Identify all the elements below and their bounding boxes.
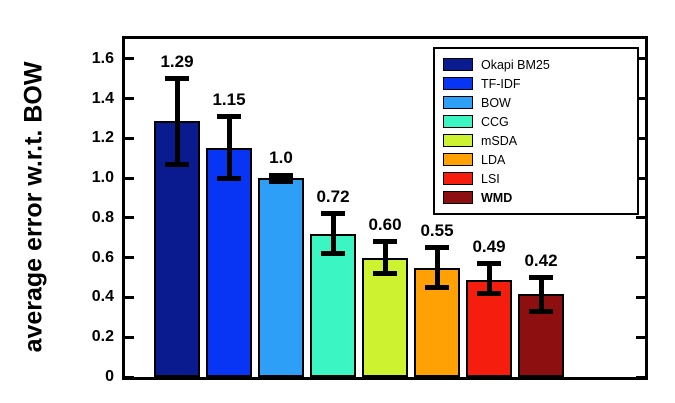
y-tick-mark-right <box>636 176 645 180</box>
error-bar <box>434 247 440 288</box>
error-bar <box>278 175 284 182</box>
legend-label: LSI <box>481 171 500 186</box>
y-tick-label: 0.8 <box>91 208 114 226</box>
bar <box>309 233 357 377</box>
y-tick-mark-right <box>636 216 645 220</box>
legend-item: mSDA <box>443 131 629 150</box>
error-bar <box>226 116 232 179</box>
bar <box>257 178 305 377</box>
y-tick-mark <box>125 176 134 180</box>
legend-label: LDA <box>481 152 506 167</box>
bar-value-label: 1.29 <box>160 51 194 71</box>
error-bar <box>174 78 180 165</box>
y-tick-mark <box>125 295 134 299</box>
y-tick-label: 1.2 <box>91 129 114 147</box>
legend-item: WMD <box>443 188 629 207</box>
y-tick-mark <box>125 335 134 339</box>
error-bar <box>538 277 544 312</box>
error-bar-cap-top <box>321 211 345 217</box>
error-bar-cap-bottom <box>529 308 553 314</box>
y-tick-mark-right <box>636 375 645 379</box>
legend-label: CCG <box>481 114 509 129</box>
error-bar-cap-bottom <box>217 175 241 181</box>
error-bar-cap-top <box>165 76 189 82</box>
y-tick-mark <box>125 97 134 101</box>
y-tick-mark-right <box>636 295 645 299</box>
legend-item: LDA <box>443 150 629 169</box>
y-tick-label: 0 <box>105 368 114 385</box>
bar-value-label: 0.72 <box>316 186 350 206</box>
error-bar-cap-bottom <box>477 290 501 296</box>
bar-value-label: 1.15 <box>212 89 246 109</box>
y-tick-mark <box>125 375 134 379</box>
legend-item: TF-IDF <box>443 74 629 93</box>
bar-value-label: 0.55 <box>420 220 454 240</box>
y-tick-mark <box>125 216 134 220</box>
error-bar-cap-top <box>477 261 501 267</box>
legend-swatch <box>443 191 473 204</box>
error-bar <box>486 263 492 294</box>
y-tick-mark <box>125 136 134 140</box>
legend-swatch <box>443 172 473 185</box>
legend: Okapi BM25 TF-IDF BOW CCG mSDA LDA LSI WMD <box>433 47 639 215</box>
legend-item: BOW <box>443 93 629 112</box>
legend-swatch <box>443 58 473 71</box>
error-bar-cap-bottom <box>373 271 397 277</box>
legend-label: Okapi BM25 <box>481 57 550 72</box>
bar-value-label: 0.42 <box>524 250 558 270</box>
error-bar-cap-bottom <box>321 251 345 257</box>
legend-label: BOW <box>481 95 511 110</box>
legend-swatch <box>443 153 473 166</box>
y-tick-mark-right <box>636 97 645 101</box>
legend-swatch <box>443 134 473 147</box>
y-tick-mark-right <box>636 335 645 339</box>
error-bar <box>330 213 336 254</box>
y-tick-mark <box>125 256 134 260</box>
legend-swatch <box>443 115 473 128</box>
y-tick-label: 1.0 <box>91 169 114 187</box>
bar-value-label: 1.0 <box>269 148 293 168</box>
y-tick-label: 0.2 <box>91 328 114 346</box>
legend-item: LSI <box>443 169 629 188</box>
error-bar-cap-bottom <box>425 285 449 291</box>
legend-label: WMD <box>481 190 513 205</box>
bar-value-label: 0.49 <box>472 236 506 256</box>
y-tick-mark-right <box>636 57 645 61</box>
error-bar <box>382 241 388 274</box>
y-axis-label: average error w.r.t. BOW <box>19 61 48 353</box>
y-tick-label: 0.6 <box>91 248 114 266</box>
error-bar-cap-top <box>269 172 293 178</box>
legend-label: TF-IDF <box>481 76 521 91</box>
y-tick-mark-right <box>636 256 645 260</box>
error-bar-cap-top <box>529 275 553 281</box>
error-bar-cap-bottom <box>165 161 189 167</box>
y-tick-mark-right <box>636 136 645 140</box>
y-tick-label: 0.4 <box>91 288 114 306</box>
bar-value-label: 0.60 <box>368 214 402 234</box>
legend-label: mSDA <box>481 133 518 148</box>
error-bar-cap-bottom <box>269 178 293 184</box>
y-tick-mark <box>125 57 134 61</box>
error-bar-cap-top <box>425 245 449 251</box>
error-bar-cap-top <box>217 114 241 120</box>
legend-item: CCG <box>443 112 629 131</box>
legend-swatch <box>443 96 473 109</box>
bar <box>205 148 253 377</box>
y-tick-label: 1.4 <box>91 89 114 107</box>
legend-item: Okapi BM25 <box>443 55 629 74</box>
plot-area: 0 0.2 0.4 0.6 0.8 1.0 1.2 1.4 1.6 1.29 1.15 1.0 0.72… <box>92 36 648 385</box>
legend-swatch <box>443 77 473 90</box>
error-bar-cap-top <box>373 239 397 245</box>
y-tick-label: 1.6 <box>91 49 114 67</box>
